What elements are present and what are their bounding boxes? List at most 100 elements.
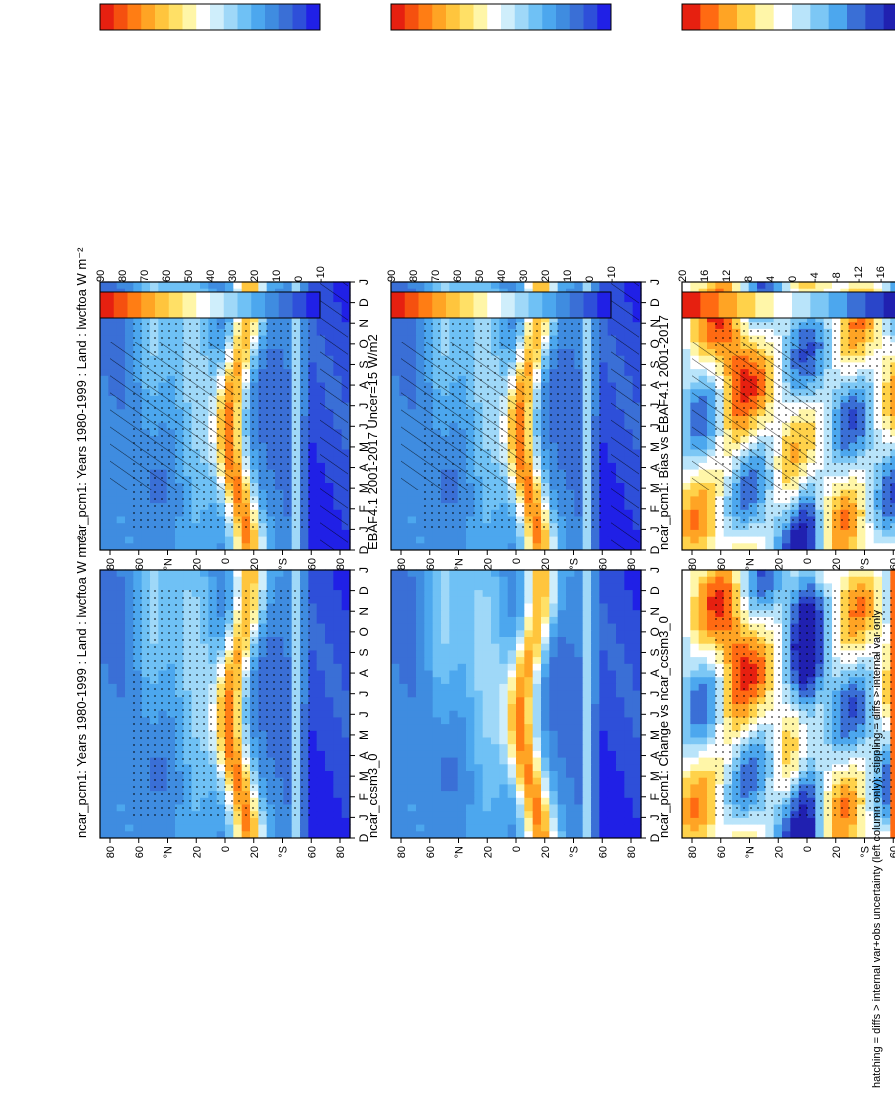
heatmap-cell [316, 663, 326, 671]
heatmap-cell [682, 502, 691, 510]
heatmap-cell [557, 542, 567, 550]
heatmap-cell [682, 536, 691, 544]
heatmap-cell [333, 743, 343, 751]
heatmap-cell [100, 797, 109, 805]
heatmap-cell [308, 817, 318, 825]
heatmap-cell [300, 542, 309, 550]
heatmap-cell [591, 536, 600, 544]
heatmap-cell [690, 536, 700, 544]
heatmap-cell [216, 542, 226, 550]
heatmap-cell [682, 388, 691, 396]
heatmap-cell [549, 542, 559, 550]
heatmap-cell [574, 542, 584, 550]
heatmap-cell [116, 730, 126, 738]
heatmap-cell [424, 536, 434, 544]
heatmap-cell [308, 361, 318, 370]
heatmap-cell [191, 830, 201, 838]
heatmap-cell [158, 536, 168, 544]
heatmap-cell [325, 783, 334, 792]
heatmap-cell [283, 536, 293, 544]
heatmap-cell [150, 576, 159, 584]
heatmap-cell [773, 536, 783, 544]
heatmap-cell [407, 542, 417, 550]
heatmap-cell [108, 703, 118, 711]
heatmap-cell [740, 529, 750, 537]
heatmap-cell [333, 783, 343, 792]
heatmap-cell [491, 542, 500, 550]
heatmap-cell [516, 542, 525, 550]
colorbar-swatch [569, 4, 584, 30]
colorbar-swatch [737, 4, 756, 30]
heatmap-cell [291, 817, 301, 825]
heatmap-cell [125, 576, 134, 584]
heatmap-cell [116, 582, 126, 591]
heatmap-cell [183, 817, 193, 825]
heatmap-cell [108, 669, 118, 678]
heatmap-cell [108, 696, 118, 704]
heatmap-cell [474, 542, 484, 550]
heatmap-cell [258, 824, 268, 832]
heatmap-cell [698, 536, 708, 544]
heatmap-cell [100, 817, 109, 825]
heatmap-cell [399, 522, 409, 530]
heatmap-cell [100, 375, 109, 383]
colorbar-swatch [847, 4, 866, 30]
heatmap-cell [308, 428, 318, 437]
heatmap-cell [823, 536, 833, 544]
colorbar-swatch [828, 4, 848, 30]
colorbar-swatch [127, 4, 142, 30]
panel-title: EBAF4.1 2001-2017 Uncer=15 W/m2 [365, 334, 380, 550]
y-tick-label: 80 [687, 558, 699, 570]
y-tick-label: 80 [105, 558, 117, 570]
heatmap-cell [325, 777, 334, 785]
heatmap-cell [325, 750, 334, 758]
y-tick-label: 60 [716, 558, 728, 570]
heatmap-cell [316, 770, 326, 778]
heatmap-cell [183, 529, 193, 537]
y-tick-label: 60 [425, 558, 437, 570]
heatmap-cell [266, 830, 276, 838]
heatmap-cell [441, 529, 450, 537]
heatmap-cell [449, 536, 459, 544]
y-tick-label: 0 [220, 558, 232, 564]
heatmap-cell [108, 576, 118, 584]
colorbar-swatch [700, 4, 720, 30]
heatmap-cell [291, 582, 301, 591]
heatmap-cell [407, 522, 417, 530]
y-tick-label: °S [860, 558, 872, 570]
colorbar-swatch [473, 4, 488, 30]
heatmap-cell [266, 529, 276, 537]
heatmap-cell [341, 643, 351, 651]
heatmap-cell [116, 495, 126, 504]
heatmap-cell [882, 536, 891, 544]
heatmap-cell [116, 696, 126, 704]
heatmap-cell [250, 529, 259, 537]
colorbar-swatch [432, 4, 447, 30]
heatmap-cell [158, 576, 168, 584]
heatmap-cell [108, 328, 118, 336]
heatmap-cell [848, 529, 858, 537]
heatmap-cell [208, 817, 218, 825]
heatmap-cell [333, 656, 343, 664]
heatmap-cell [108, 683, 118, 691]
heatmap-cell [682, 435, 691, 443]
heatmap-cell [341, 770, 351, 778]
heatmap-cell [100, 710, 109, 718]
heatmap-cell [325, 609, 334, 617]
heatmap-cell [857, 536, 866, 544]
heatmap-cell [682, 375, 691, 383]
heatmap-cell [333, 669, 343, 678]
heatmap-cell [100, 428, 109, 437]
heatmap-cell [300, 824, 309, 832]
heatmap-cell [116, 502, 126, 510]
heatmap-cell [116, 623, 126, 631]
heatmap-cell [116, 810, 126, 818]
panels-layer: ncar_pcm1: Years 1980-1999 : Land : lwcf… [74, 3, 895, 858]
heatmap-cell [757, 529, 766, 537]
heatmap-cell [416, 529, 425, 537]
heatmap-cell [108, 763, 118, 771]
heatmap-cell [316, 817, 326, 825]
heatmap-cell [341, 757, 351, 765]
heatmap-cell [141, 582, 151, 591]
heatmap-cell [225, 824, 234, 832]
